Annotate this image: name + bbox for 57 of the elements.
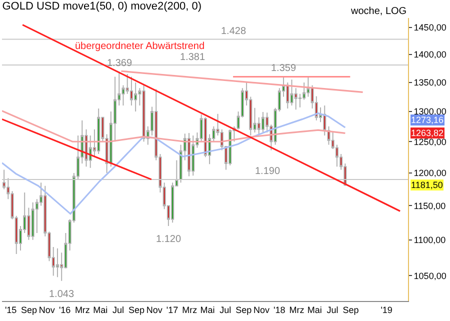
y-tick-label: 1150,00 bbox=[414, 200, 446, 211]
annotation: 1.120 bbox=[156, 234, 182, 245]
candlestick bbox=[327, 126, 330, 146]
text: woche, LOG bbox=[350, 6, 407, 17]
y-tick-label: 1200,00 bbox=[414, 168, 446, 178]
x-tick-label: '18 bbox=[274, 304, 286, 315]
text: 1263,82 bbox=[411, 128, 444, 138]
x-tick-label: Mai bbox=[200, 304, 215, 315]
x-tick-label: Sep bbox=[128, 304, 144, 315]
y-tick-label: 1100,00 bbox=[414, 235, 446, 246]
x-tick-label: Sep bbox=[342, 304, 359, 315]
chart-title: GOLD USD move1(50, 0) move2(200, 0) bbox=[2, 0, 202, 12]
x-tick-label: Mrz bbox=[182, 304, 198, 315]
x-tick-label: '15 bbox=[4, 304, 17, 315]
x-tick-label: Sep bbox=[236, 304, 252, 315]
x-tick-label: Nov bbox=[38, 304, 56, 315]
ref-line-label: 1.381 bbox=[180, 52, 206, 63]
candlestick bbox=[261, 112, 264, 133]
candlestick bbox=[97, 108, 100, 155]
annotation: 1.359 bbox=[271, 63, 296, 74]
text: 1273,16 bbox=[411, 115, 444, 125]
line-series bbox=[2, 110, 346, 142]
line-series bbox=[2, 112, 346, 215]
x-tick-label: Sep bbox=[21, 304, 38, 315]
y-tick-label: 1400,00 bbox=[414, 50, 446, 60]
ref-line-label: 1.190 bbox=[255, 166, 280, 177]
y-tick-label: 1300,00 bbox=[414, 106, 446, 117]
x-tick-label: Jul bbox=[326, 304, 338, 315]
candlestick bbox=[31, 202, 34, 240]
x-tick-label: Nov bbox=[254, 304, 270, 315]
candlestick bbox=[192, 134, 195, 176]
x-tick-label: Mai bbox=[93, 304, 108, 315]
y-tick-label: 1250,00 bbox=[414, 136, 446, 147]
candlestick bbox=[56, 248, 59, 278]
y-tick-label: 1450,00 bbox=[414, 22, 446, 33]
x-tick-label: '19 bbox=[380, 304, 392, 315]
series-label: übergeordneter Abwärtstrend bbox=[75, 41, 205, 52]
x-tick-label: Mrz bbox=[289, 304, 305, 315]
x-tick-label: Nov bbox=[146, 304, 163, 315]
ref-line-label: 1.428 bbox=[221, 26, 246, 37]
x-tick-label: '17 bbox=[166, 304, 178, 315]
x-tick-label: Mrz bbox=[74, 304, 90, 315]
x-tick-label: Mai bbox=[307, 304, 322, 315]
x-tick-label: Jul bbox=[220, 304, 232, 315]
x-tick-label: Jul bbox=[112, 304, 124, 315]
candlestick bbox=[290, 79, 294, 106]
candlestick bbox=[187, 132, 191, 177]
candlestick bbox=[286, 82, 290, 110]
annotation: 1.369 bbox=[107, 58, 132, 69]
candlestick bbox=[142, 84, 146, 142]
candlestick bbox=[228, 128, 232, 166]
y-tick-label: 1050,00 bbox=[414, 270, 446, 281]
annotation: 1.043 bbox=[49, 289, 74, 300]
text: 1181,50 bbox=[411, 180, 443, 190]
x-tick-label: '16 bbox=[58, 304, 71, 315]
y-tick-label: 1350,00 bbox=[414, 78, 446, 88]
candlestick bbox=[323, 105, 326, 136]
